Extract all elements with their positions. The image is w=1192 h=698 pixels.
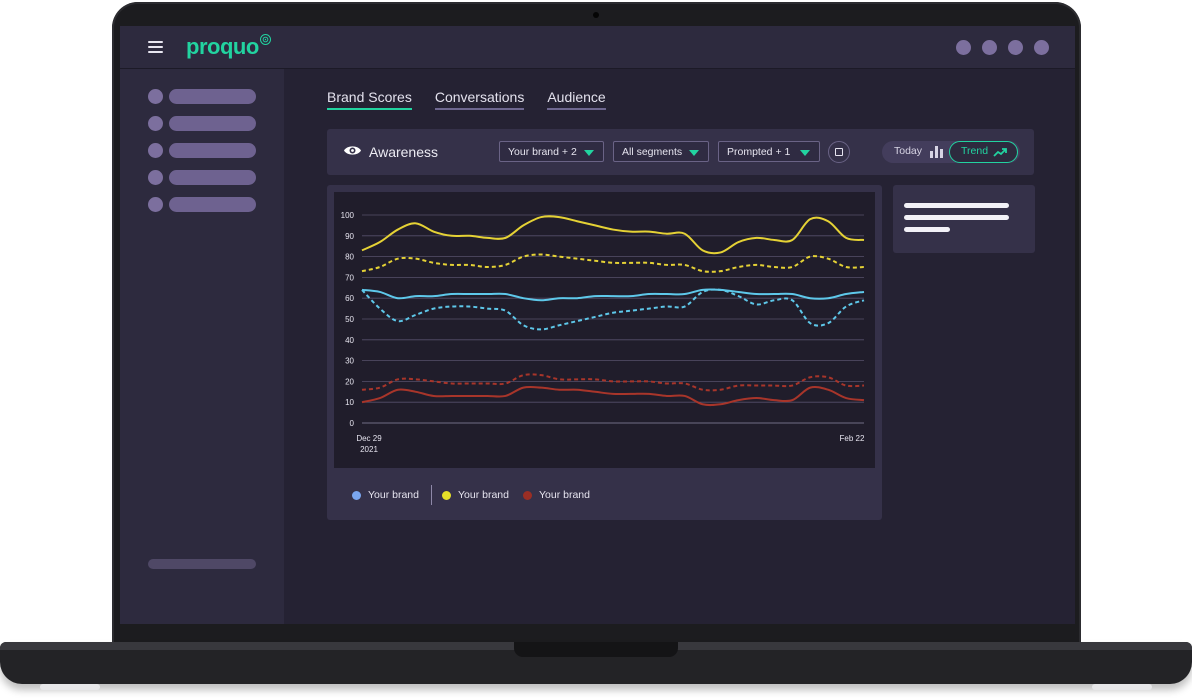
insight-line-placeholder [904,227,950,232]
window-dot-1[interactable] [956,40,971,55]
y-tick-label: 40 [345,336,354,345]
laptop-notch [514,642,678,657]
chevron-down-icon [800,150,810,156]
prompted-dropdown[interactable]: Prompted + 1 [718,141,820,162]
camera [593,12,599,18]
y-axis-ticks: 0 10 20 30 40 50 60 70 80 90 100 [341,211,355,428]
chevron-down-icon [584,150,594,156]
logo-mark-icon: ⊙ [259,34,271,45]
calendar-button[interactable] [828,141,850,163]
laptop-foot-left [40,684,100,690]
sidebar-item-icon [148,197,163,212]
series-line-3[interactable] [361,288,865,302]
y-tick-label: 90 [345,232,354,241]
chart-area: 0 10 20 30 40 50 60 70 80 90 100 Dec 29 2021 Feb 2… [334,192,875,468]
y-tick-label: 80 [345,253,354,262]
sidebar-item-icon [148,89,163,104]
series-line-5[interactable] [361,373,865,392]
chart-series-lines [361,215,865,407]
app-screen: proquo ⊙ Brand Scores Conversations Audie… [120,26,1075,624]
series-line-6[interactable] [361,385,865,407]
brand-dropdown[interactable]: Your brand + 2 [499,141,604,162]
chart-legend: Your brand Your brand Your brand [352,485,604,505]
trend-up-icon [993,148,1007,157]
view-toggle: Today Trend [882,141,1020,163]
awareness-trend-chart: 0 10 20 30 40 50 60 70 80 90 100 Dec 29 2021 Feb 2… [341,211,865,454]
prompted-dropdown-label: Prompted + 1 [727,146,791,158]
top-bar: proquo ⊙ [120,26,1075,69]
tab-conversations[interactable]: Conversations [434,89,525,110]
legend-swatch [523,490,532,500]
series-line-2[interactable] [361,253,865,273]
insight-card [893,185,1035,253]
filter-bar: Awareness Your brand + 2 All segments Pr… [327,129,1034,175]
window-controls [956,40,1049,55]
sidebar-item-placeholder [169,116,256,131]
y-tick-label: 70 [345,273,354,282]
sidebar-item-placeholder [169,170,256,185]
tab-brand-scores[interactable]: Brand Scores [327,89,412,110]
window-dot-2[interactable] [982,40,997,55]
sidebar-item-placeholder [169,197,256,212]
y-tick-label: 0 [350,419,355,428]
tab-audience[interactable]: Audience [547,89,606,110]
sidebar-footer-placeholder[interactable] [148,559,256,569]
laptop-base [0,642,1192,684]
y-tick-label: 30 [345,357,354,366]
eye-icon [344,146,361,155]
y-tick-label: 20 [345,377,354,386]
segments-dropdown[interactable]: All segments [613,141,709,162]
window-dot-4[interactable] [1034,40,1049,55]
y-tick-label: 10 [345,398,354,407]
x-tick-end: Feb 22 [840,434,865,443]
bar-chart-icon[interactable] [930,146,943,158]
sidebar-item-icon [148,116,163,131]
today-view-label[interactable]: Today [894,145,923,157]
segments-dropdown-label: All segments [622,146,683,158]
sidebar-item-icon [148,143,163,158]
chart-panel: 0 10 20 30 40 50 60 70 80 90 100 Dec 29 2021 Feb 2… [327,185,882,520]
legend-label: Your brand [458,489,509,501]
insight-line-placeholder [904,215,1009,220]
legend-item-3[interactable]: Your brand [523,489,590,501]
insight-line-placeholder [904,203,1009,208]
calendar-icon [835,148,843,156]
legend-item-2[interactable]: Your brand [442,489,509,501]
sidebar-item-placeholder [169,89,256,104]
legend-item-1[interactable]: Your brand [352,489,419,501]
legend-label: Your brand [539,489,590,501]
trend-view-label: Trend [961,145,989,157]
window-dot-3[interactable] [1008,40,1023,55]
sidebar-item-placeholder [169,143,256,158]
legend-label: Your brand [368,489,419,501]
brand-dropdown-label: Your brand + 2 [508,146,577,158]
sidebar [120,69,284,624]
sidebar-item-icon [148,170,163,185]
legend-divider [431,485,432,505]
chart-grid [362,214,864,424]
laptop-foot-right [1092,684,1152,690]
logo: proquo ⊙ [186,34,271,60]
x-tick-start: Dec 29 [356,434,382,443]
trend-view-button[interactable]: Trend [949,141,1018,163]
series-line-4[interactable] [361,288,865,331]
series-line-1[interactable] [361,215,865,255]
legend-swatch [442,490,451,500]
metric-title: Awareness [369,144,439,160]
x-tick-start-year: 2021 [360,445,378,454]
legend-swatch [352,490,361,500]
y-tick-label: 60 [345,294,354,303]
chevron-down-icon [689,150,699,156]
main-tabs: Brand Scores Conversations Audience [327,89,606,110]
y-tick-label: 100 [341,211,355,220]
hamburger-menu-icon[interactable] [148,41,163,53]
y-tick-label: 50 [345,315,354,324]
